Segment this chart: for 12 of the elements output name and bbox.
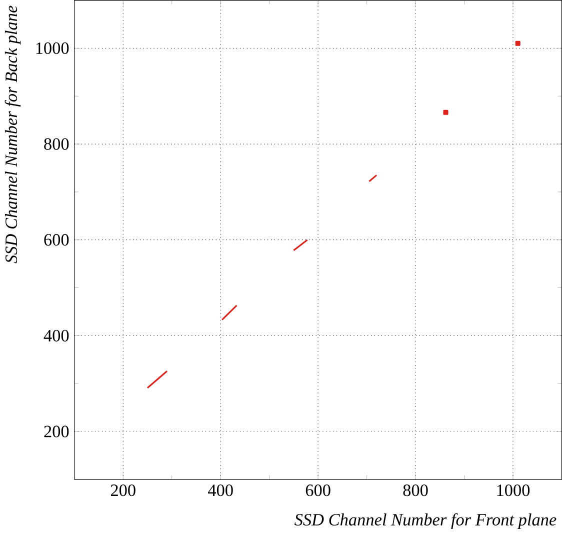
y-tick-label: 600 xyxy=(44,234,69,246)
y-tick-label: 1000 xyxy=(36,42,69,54)
y-tick-label: 200 xyxy=(44,426,69,438)
y-axis-title: SSD Channel Number for Back plane xyxy=(4,6,21,264)
x-axis-title: SSD Channel Number for Front plane xyxy=(294,513,556,530)
x-tick-label: 400 xyxy=(208,484,233,496)
x-tick-label: 600 xyxy=(306,484,330,496)
x-tick-label: 800 xyxy=(403,484,428,496)
y-tick-label: 800 xyxy=(44,138,69,150)
x-tick-label: 1000 xyxy=(497,484,530,496)
x-tick-label: 200 xyxy=(110,484,136,496)
y-tick-label: 400 xyxy=(44,330,69,342)
